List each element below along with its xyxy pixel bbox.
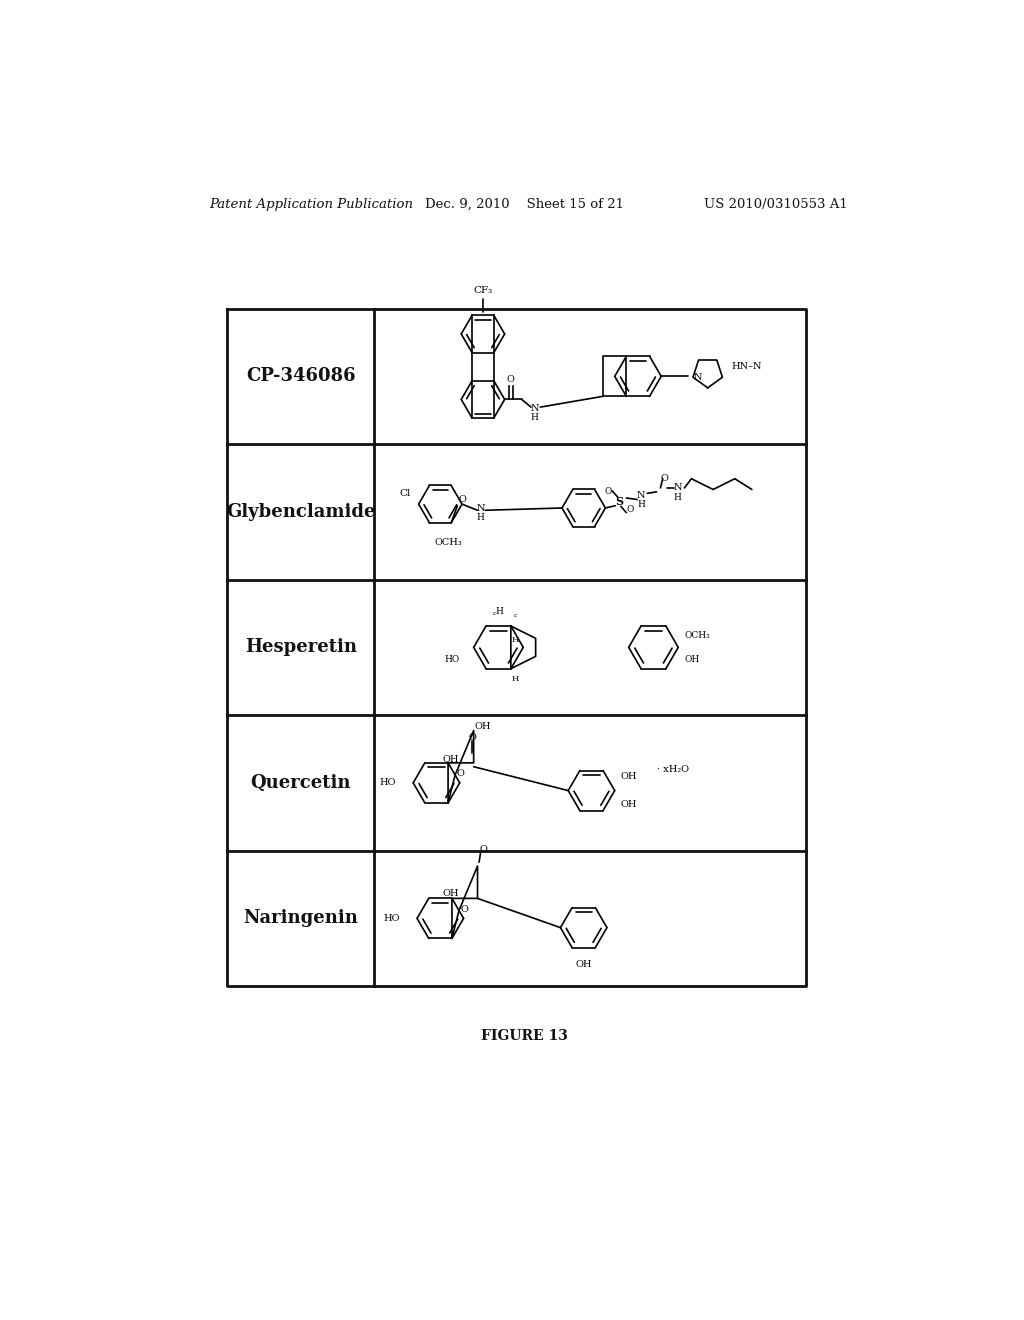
Text: H: H (477, 513, 484, 523)
Text: H: H (511, 676, 518, 684)
Text: N: N (476, 504, 485, 513)
Text: O: O (458, 495, 466, 504)
Text: OH: OH (575, 960, 592, 969)
Text: HO: HO (444, 655, 460, 664)
Text: OH: OH (443, 890, 460, 898)
Text: OH: OH (684, 655, 699, 664)
Text: H: H (637, 500, 645, 510)
Text: O: O (468, 733, 476, 742)
Text: OH: OH (475, 722, 492, 731)
Text: O: O (605, 487, 612, 495)
Text: Cl: Cl (399, 488, 411, 498)
Text: Dec. 9, 2010    Sheet 15 of 21: Dec. 9, 2010 Sheet 15 of 21 (425, 198, 625, 211)
Text: $_c$: $_c$ (513, 611, 518, 619)
Text: US 2010/0310553 A1: US 2010/0310553 A1 (705, 198, 848, 211)
Text: HO: HO (384, 913, 400, 923)
Text: OH: OH (621, 772, 637, 781)
Text: O: O (507, 375, 515, 384)
Text: HN–N: HN–N (731, 362, 762, 371)
Text: OH: OH (621, 800, 637, 809)
Text: Patent Application Publication: Patent Application Publication (209, 198, 414, 211)
Text: O: O (660, 474, 669, 483)
Text: · xH₂O: · xH₂O (657, 764, 689, 774)
Text: OH: OH (443, 755, 460, 764)
Text: OCH₃: OCH₃ (434, 539, 462, 546)
Text: H: H (674, 492, 681, 502)
Text: S: S (615, 496, 624, 507)
Text: N: N (673, 483, 682, 492)
Text: Glybenclamide: Glybenclamide (226, 503, 376, 521)
Text: H: H (530, 413, 539, 422)
Text: N: N (530, 404, 539, 413)
Text: Hesperetin: Hesperetin (245, 639, 356, 656)
Text: $_c$H: $_c$H (492, 606, 505, 618)
Text: H: H (511, 636, 518, 644)
Text: N: N (693, 372, 701, 381)
Text: HO: HO (380, 779, 396, 787)
Text: O: O (480, 845, 487, 854)
Text: N: N (637, 491, 645, 500)
Text: O: O (627, 506, 634, 513)
Text: CF₃: CF₃ (473, 286, 493, 296)
Text: Naringenin: Naringenin (244, 909, 358, 928)
Text: O: O (457, 770, 465, 779)
Text: CP-346086: CP-346086 (246, 367, 355, 385)
Text: OCH₃: OCH₃ (684, 631, 711, 639)
Text: Quercetin: Quercetin (251, 774, 351, 792)
Text: FIGURE 13: FIGURE 13 (481, 1030, 568, 1043)
Text: O: O (461, 904, 469, 913)
